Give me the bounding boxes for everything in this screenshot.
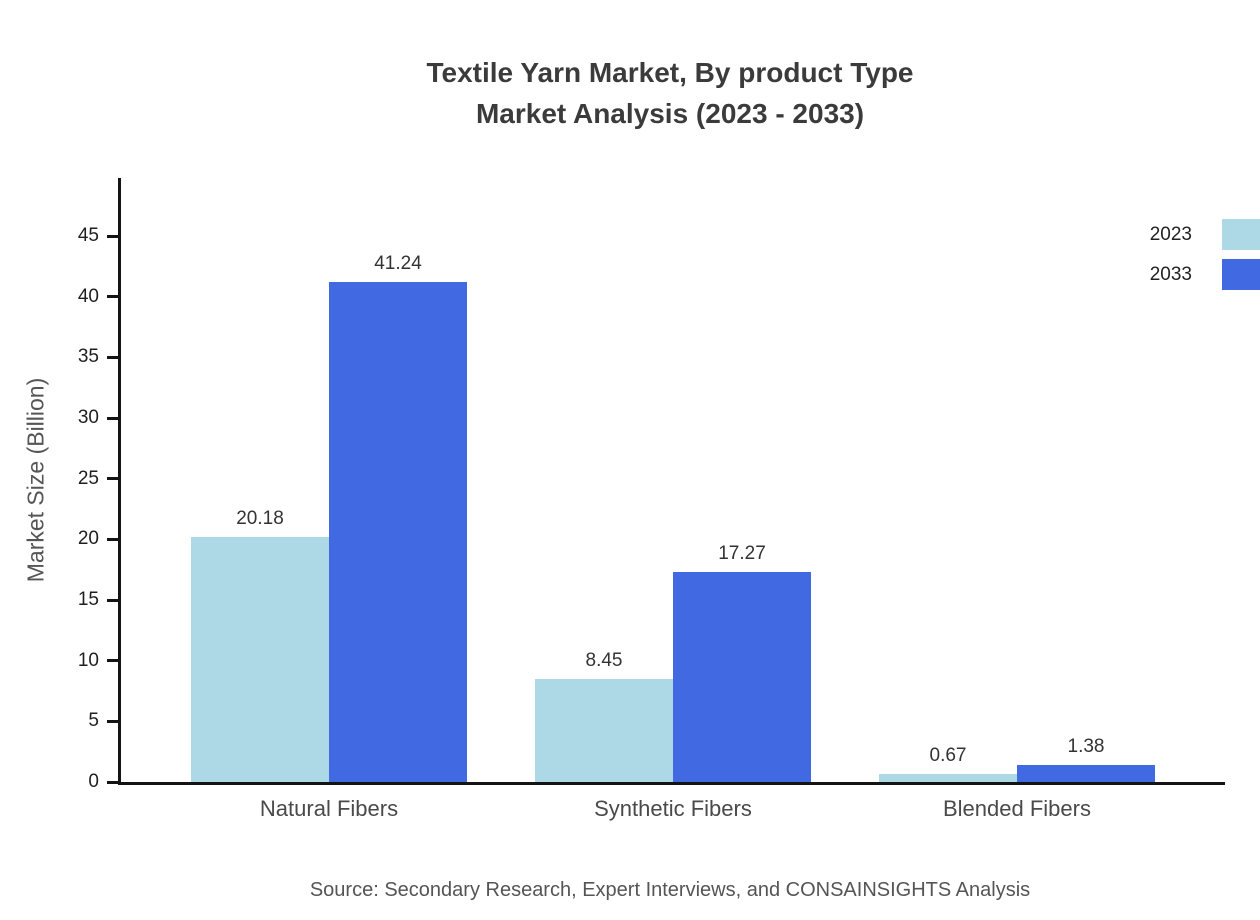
y-tick-label: 5 [88,710,99,732]
bar-2033-natural-fibers [329,281,467,782]
y-tick-label: 0 [88,771,99,792]
y-tick-label: 25 [77,467,99,489]
y-tick-mark [107,537,118,541]
bar-2023-natural-fibers [191,537,329,782]
legend-item-2033: 2033 [1150,259,1260,290]
y-tick-mark [107,416,118,420]
bar-2023-synthetic-fibers [535,679,673,782]
source-text: Source: Secondary Research, Expert Inter… [309,879,1031,901]
y-tick-mark [107,355,118,359]
y-tick-mark [107,477,118,481]
x-category-label: Natural Fibers [259,796,399,821]
y-tick-label: 15 [77,589,99,610]
legend-label: 2023 [1149,223,1192,245]
legend-item-2023: 2023 [1150,219,1260,250]
bar-2033-synthetic-fibers [673,572,811,782]
bar-value-label: 0.67 [929,744,967,766]
bar-value-label: 1.38 [1067,736,1105,758]
y-tick-label: 45 [77,225,99,246]
bar-value-label: 8.45 [585,650,623,672]
legend: 2023 2033 [1150,219,1260,290]
y-tick-label: 40 [77,285,99,307]
bar-value-label: 41.24 [374,252,422,274]
bar-value-label: 20.18 [236,508,284,530]
y-tick-mark [107,234,118,238]
y-tick-mark [107,780,118,784]
y-tick-mark [107,295,118,299]
legend-swatch [1222,219,1260,250]
x-category-label: Blended Fibers [943,796,1091,821]
chart-title: Textile Yarn Market, By product Type Mar… [80,52,1260,134]
y-tick-mark [107,719,118,723]
bar-2023-blended-fibers [879,773,1017,782]
y-tick-mark [107,598,118,602]
x-category-label: Synthetic Fibers [594,796,752,821]
legend-swatch [1222,259,1260,290]
y-tick-label: 10 [77,649,99,671]
chart-title-line2: Market Analysis (2023 - 2033) [475,98,865,129]
y-tick-label: 30 [77,407,99,428]
bar-value-label: 17.27 [718,543,766,565]
legend-label: 2033 [1149,263,1192,285]
y-axis-label: Market Size (Billion) [22,377,49,583]
y-tick-label: 35 [77,346,99,368]
chart-title-line1: Textile Yarn Market, By product Type [426,57,914,88]
bar-2033-blended-fibers [1017,765,1155,782]
y-tick-mark [107,659,118,663]
y-tick-label: 20 [77,528,99,550]
plot-area: 0 5 10 15 20 25 30 35 40 45 20.18 41.24 Natural Fibe… [78,178,1225,821]
